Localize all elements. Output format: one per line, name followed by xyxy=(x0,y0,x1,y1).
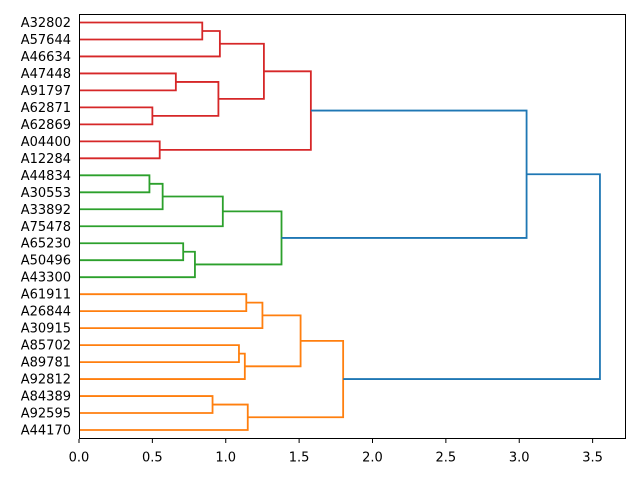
dendrogram-link-O1 xyxy=(79,293,248,313)
x-tick-label: 0.5 xyxy=(142,451,163,466)
dendrogram-link-O5 xyxy=(244,314,302,368)
leaf-label: A84389 xyxy=(21,390,71,405)
dendrogram-link-G1 xyxy=(79,174,151,194)
leaf-label: A12284 xyxy=(21,152,71,167)
leaf-label: A44170 xyxy=(21,424,71,439)
dendrogram-link-G5 xyxy=(79,250,196,279)
leaf-label: A46634 xyxy=(21,50,71,65)
leaf-label: A44834 xyxy=(21,169,71,184)
leaf-label: A91797 xyxy=(21,84,71,99)
leaf-label: A30553 xyxy=(21,186,71,201)
leaf-label: A61911 xyxy=(21,288,71,303)
dendrogram-link-B2 xyxy=(343,173,601,380)
leaf-label: A26844 xyxy=(21,305,71,320)
dendrogram-link-O2 xyxy=(79,301,264,330)
dendrogram-link-R5 xyxy=(152,81,220,117)
leaf-label: A85702 xyxy=(21,339,71,354)
dendrogram-link-O8 xyxy=(247,339,345,419)
dendrogram-link-R6 xyxy=(218,42,265,100)
leaf-label: A62871 xyxy=(21,101,71,116)
x-tick-label: 2.0 xyxy=(362,451,383,466)
leaf-label: A50496 xyxy=(21,254,71,269)
dendrogram-link-G4 xyxy=(79,242,185,262)
dendrogram-link-R1 xyxy=(79,21,204,41)
dendrogram-link-R7 xyxy=(79,140,161,160)
dendrogram-link-G3 xyxy=(79,195,224,228)
leaf-label: A62869 xyxy=(21,118,71,133)
x-tick-label: 3.5 xyxy=(582,451,603,466)
x-tick-label: 3.0 xyxy=(509,451,530,466)
dendrogram-link-O3 xyxy=(79,344,240,363)
leaf-label: A92812 xyxy=(21,373,71,388)
x-tick-label: 1.0 xyxy=(215,451,236,466)
leaf-label: A33892 xyxy=(21,203,71,218)
leaf-label: A47448 xyxy=(21,67,71,82)
leaf-label: A89781 xyxy=(21,356,71,371)
dendrogram-link-O4 xyxy=(79,352,246,380)
leaf-label: A43300 xyxy=(21,271,71,286)
dendrogram-link-G6 xyxy=(194,210,283,266)
plot-border xyxy=(79,14,626,439)
dendrogram-link-O7 xyxy=(79,403,249,431)
x-tick-label: 1.5 xyxy=(289,451,310,466)
dendrogram-link-R8 xyxy=(159,70,312,151)
leaf-label: A75478 xyxy=(21,220,71,235)
dendrogram-link-B1 xyxy=(281,109,528,239)
x-tick-label: 2.5 xyxy=(436,451,457,466)
x-tick-label: 0.0 xyxy=(69,451,90,466)
leaf-label: A04400 xyxy=(21,135,71,150)
leaf-label: A32802 xyxy=(21,16,71,31)
dendrogram-link-R2 xyxy=(79,30,221,58)
dendrogram-link-O6 xyxy=(79,395,214,414)
leaf-label: A65230 xyxy=(21,237,71,252)
dendrogram-link-R4 xyxy=(79,106,154,126)
leaf-label: A30915 xyxy=(21,322,71,337)
leaf-label: A92595 xyxy=(21,407,71,422)
dendrogram-link-R3 xyxy=(79,72,177,92)
leaf-label: A57644 xyxy=(21,33,71,48)
